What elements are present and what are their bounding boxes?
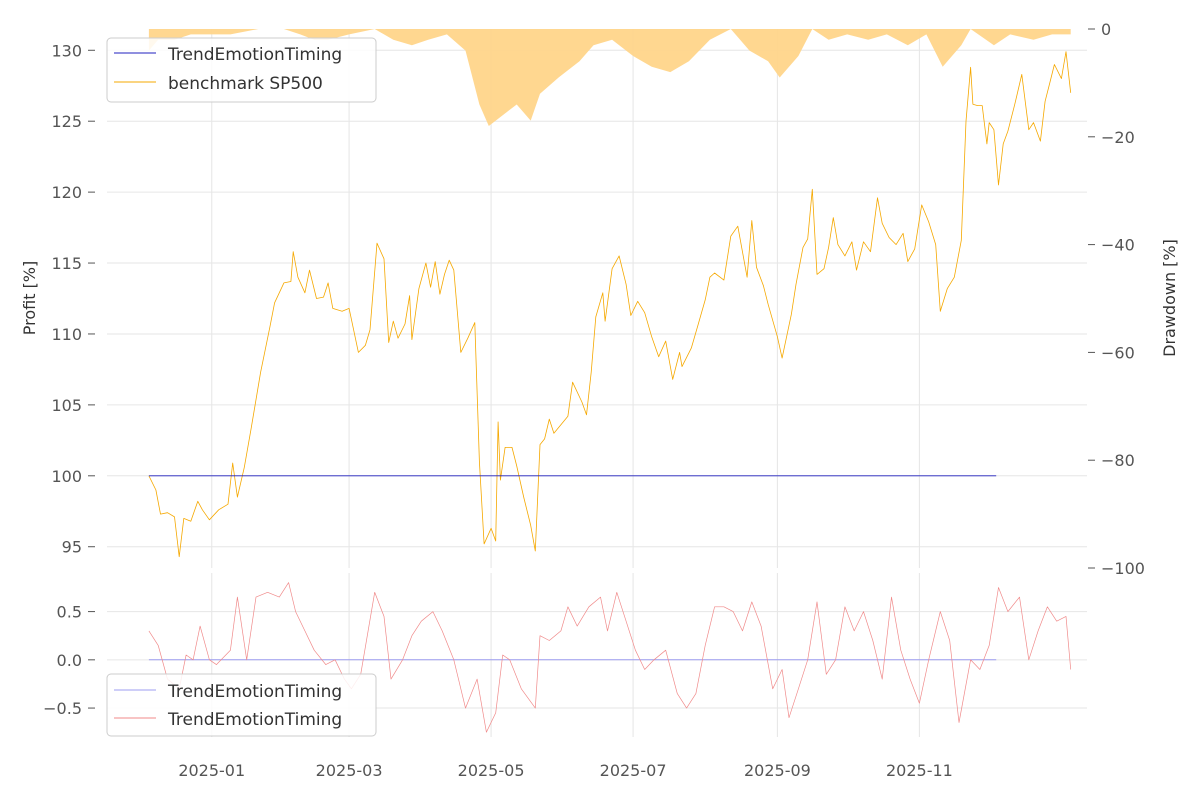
x-tick-label: 2025-05 — [458, 761, 525, 780]
profit-tick-label: 130 — [51, 41, 82, 60]
legend-label-trend-emotion-timing: TrendEmotionTiming — [167, 45, 342, 65]
profit-tick-label: 95 — [62, 538, 82, 557]
signal-tick-label: 0.5 — [57, 603, 82, 622]
timing-signal-line — [148, 582, 1072, 733]
profit-tick-label: 105 — [51, 396, 82, 415]
drawdown-tick-label: −100 — [1101, 559, 1145, 578]
signal-tick-label: −0.5 — [43, 699, 82, 718]
bottom-legend-box — [106, 673, 377, 737]
top-legend-box — [106, 37, 377, 103]
drawdown-tick-label: −40 — [1101, 236, 1135, 255]
profit-tick-label: 125 — [51, 112, 82, 131]
legend-label-timing-signal: TrendEmotionTiming — [167, 710, 342, 730]
drawdown-tick-label: −20 — [1101, 128, 1135, 147]
benchmark-sp500-line — [148, 51, 1072, 558]
profit-axis-label: Profit [%] — [20, 261, 39, 336]
axes-layer: 2025-01 2025-03 2025-05 2025-07 2025-09 2025-… — [43, 20, 1145, 780]
x-tick-label: 2025-09 — [744, 761, 811, 780]
bottom-legend: TrendEmotionTiming TrendEmotionTiming — [106, 673, 377, 737]
drawdown-tick-label: 0 — [1101, 20, 1111, 39]
legend-label-benchmark: benchmark SP500 — [168, 74, 323, 94]
top-legend: TrendEmotionTiming benchmark SP500 — [106, 37, 377, 103]
grid-layer — [107, 29, 1087, 737]
profit-tick-label: 115 — [51, 254, 82, 273]
profit-tick-label: 110 — [51, 325, 82, 344]
drawdown-axis-label: Drawdown [%] — [1160, 239, 1179, 357]
drawdown-tick-label: −80 — [1101, 451, 1135, 470]
x-tick-label: 2025-07 — [600, 761, 667, 780]
x-tick-label: 2025-01 — [178, 761, 245, 780]
legend-label-timing-flat: TrendEmotionTiming — [167, 682, 342, 702]
series-layer — [148, 51, 1072, 733]
signal-tick-label: 0.0 — [57, 651, 82, 670]
drawdown-tick-label: −60 — [1101, 343, 1135, 362]
x-tick-label: 2025-03 — [316, 761, 383, 780]
profit-tick-label: 120 — [51, 183, 82, 202]
x-tick-label: 2025-11 — [886, 761, 953, 780]
profit-tick-label: 100 — [51, 467, 82, 486]
